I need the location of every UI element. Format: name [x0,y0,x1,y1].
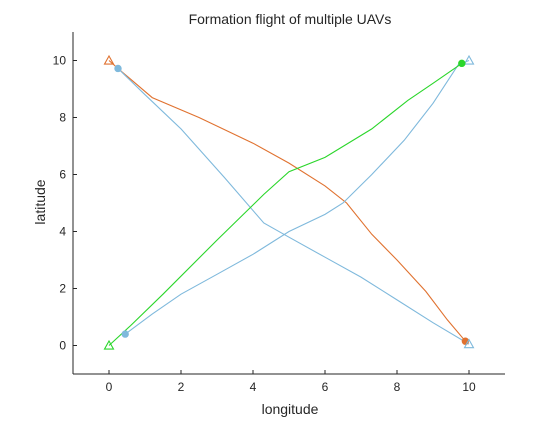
x-axis-label: longitude [262,401,319,417]
y-tick-label: 4 [59,225,66,239]
series-2-start-triangle [463,54,475,65]
series-markers [103,54,475,350]
series-4-end-circle [458,59,466,68]
x-tick-label: 10 [462,380,476,394]
series-3-start-triangle [463,338,475,349]
series-lines [108,59,470,346]
y-tick-label: 6 [59,168,66,182]
x-tick-label: 6 [322,380,329,394]
y-tick-label: 2 [59,282,66,296]
series-1-start-triangle [103,54,115,65]
y-tick-label: 10 [53,54,67,68]
series-2-end-circle [121,330,129,338]
series-3-line [117,68,470,345]
x-tick-label: 8 [394,380,401,394]
y-tick-label: 0 [59,339,66,353]
tick-labels: 0 2 4 6 8 10 0 2 4 6 8 10 [53,54,476,395]
y-tick-label: 8 [59,111,66,125]
series-1-line [108,60,466,342]
x-tick-label: 2 [178,380,185,394]
x-tick-label: 0 [106,380,113,394]
series-2-line [124,59,470,335]
chart-title: Formation flight of multiple UAVs [189,11,392,27]
x-tick-label: 4 [250,380,257,394]
axes [72,32,505,375]
series-3-end-circle [114,64,122,73]
y-axis-label: latitude [32,179,48,224]
series-4-line [108,62,463,346]
series-4-start-triangle [103,339,115,350]
